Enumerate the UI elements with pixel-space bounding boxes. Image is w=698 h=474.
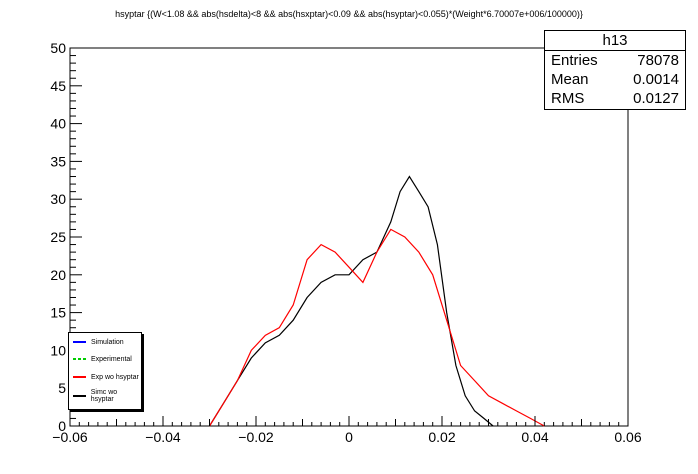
- chart-title: hsyptar {(W<1.08 && abs(hsdelta)<8 && ab…: [115, 9, 583, 19]
- legend: Simulation Experimental Exp wo hsyptar S…: [68, 332, 142, 410]
- series-line-exp-wo-hsyptar: [208, 228, 545, 427]
- x-tick-label: 0: [345, 429, 353, 445]
- x-tick-label: −0.04: [145, 429, 181, 445]
- stats-box: h13 Entries 78078 Mean 0.0014 RMS 0.0127: [544, 30, 686, 110]
- x-tick-label: 0.04: [521, 429, 548, 445]
- legend-item-exp-wo-hsyptar: Exp wo hsyptar: [73, 372, 139, 382]
- y-tick-label: 10: [50, 342, 66, 358]
- y-tick-label: 35: [50, 153, 66, 169]
- legend-label: Simulation: [91, 338, 124, 346]
- legend-swatch: [73, 341, 86, 343]
- y-tick-label: 25: [50, 229, 66, 245]
- y-tick-label: 15: [50, 305, 66, 321]
- legend-item-experimental: Experimental: [73, 354, 132, 364]
- y-tick-label: 50: [50, 40, 66, 56]
- stats-value: 0.0014: [633, 71, 679, 88]
- legend-swatch: [73, 376, 86, 378]
- legend-label: Simc wo hsyptar: [90, 389, 118, 403]
- x-tick-label: −0.02: [238, 429, 274, 445]
- y-tick-label: 45: [50, 78, 66, 94]
- stats-label: Mean: [551, 71, 589, 88]
- x-tick-label: 0.02: [428, 429, 455, 445]
- series-line-simc-wo-hsyptar: [208, 175, 494, 427]
- stats-row-mean: Mean 0.0014: [545, 70, 685, 89]
- x-tick-label: −0.06: [52, 429, 88, 445]
- y-tick-label: 30: [50, 191, 66, 207]
- stats-row-entries: Entries 78078: [545, 51, 685, 70]
- histogram-lines: [208, 175, 545, 427]
- stats-label: Entries: [551, 52, 598, 69]
- legend-label: Experimental: [91, 355, 132, 363]
- legend-item-simc-wo-hsyptar: Simc wo hsyptar: [73, 389, 141, 403]
- stats-value: 78078: [637, 52, 679, 69]
- stats-label: RMS: [551, 90, 585, 107]
- axes: −0.06 −0.04 −0.02 0 0.02 0.04 0.06 0 5 10 15 20 25 30…: [50, 40, 641, 445]
- stats-row-rms: RMS 0.0127: [545, 89, 685, 108]
- x-tick-label: 0.06: [614, 429, 641, 445]
- stats-title: h13: [545, 31, 685, 51]
- y-tick-label: 0: [58, 418, 66, 434]
- y-tick-label: 5: [58, 380, 66, 396]
- y-tick-label: 40: [50, 116, 66, 132]
- legend-swatch: [73, 358, 86, 360]
- y-tick-label: 20: [50, 267, 66, 283]
- legend-label: Exp wo hsyptar: [91, 373, 139, 381]
- stats-value: 0.0127: [633, 90, 679, 107]
- legend-item-simulation: Simulation: [73, 337, 124, 347]
- legend-swatch: [73, 395, 86, 397]
